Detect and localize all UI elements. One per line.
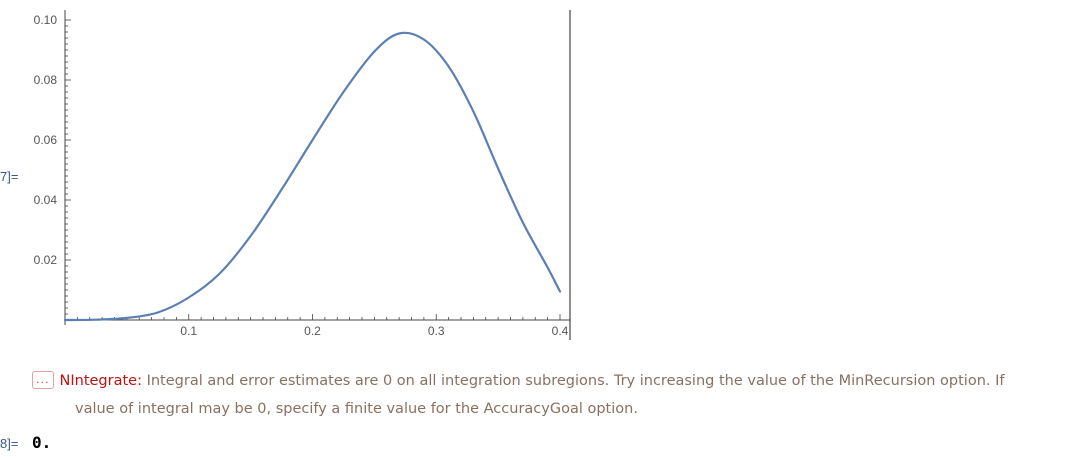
message-text-1: Integral and error estimates are 0 on al… (141, 373, 1005, 389)
output-8-value: 0. (32, 433, 52, 452)
line-chart: 0.1 0.2 0.3 0.4 0.02 0.04 0.06 0.08 0.10 (34, 10, 571, 340)
y-tick-label: 0.04 (34, 193, 58, 207)
message-line-2: value of integral may be 0, specify a fi… (75, 401, 638, 417)
output-8-label: 8]= (0, 436, 19, 451)
message-box: ... NIntegrate: Integral and error estima… (32, 367, 1077, 423)
y-tick-label: 0.08 (34, 73, 58, 87)
message-symbol[interactable]: NIntegrate (59, 373, 138, 389)
x-tick-label: 0.4 (552, 324, 569, 338)
plot: 0.1 0.2 0.3 0.4 0.02 0.04 0.06 0.08 0.10 (0, 0, 600, 350)
y-tick-label: 0.02 (34, 253, 58, 267)
message-menu-icon[interactable]: ... (32, 371, 54, 389)
x-tick-label: 0.3 (428, 324, 445, 338)
series-line (63, 31, 562, 322)
message-line-1: ... NIntegrate: Integral and error estima… (32, 367, 1077, 395)
y-tick-label: 0.10 (34, 13, 58, 27)
output-7-label: 7]= (0, 169, 19, 184)
y-tick-label: 0.06 (34, 133, 58, 147)
x-tick-label: 0.1 (180, 324, 197, 338)
x-tick-label: 0.2 (304, 324, 321, 338)
message-colon: : (137, 373, 142, 389)
